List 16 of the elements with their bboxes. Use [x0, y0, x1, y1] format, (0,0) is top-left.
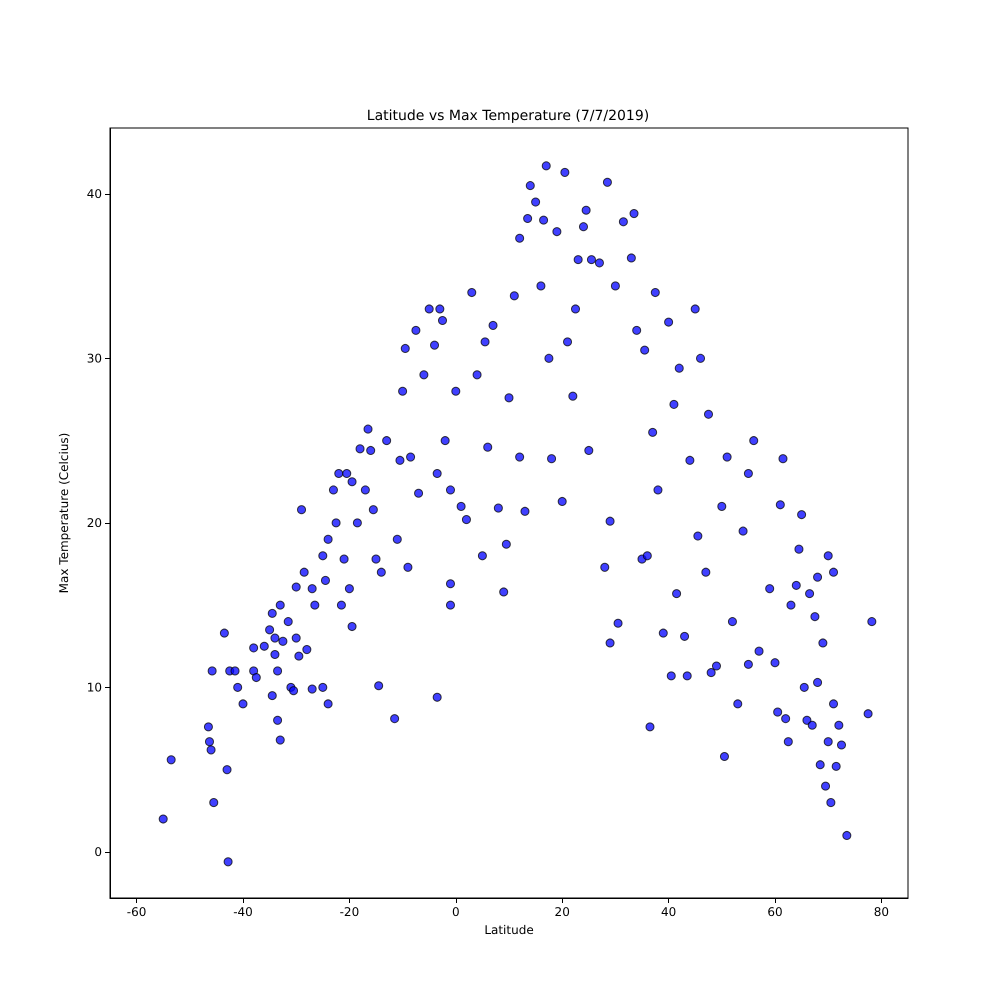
- y-axis-title: Max Temperature (Celcius): [57, 432, 71, 594]
- x-tick-label: 40: [660, 905, 676, 919]
- x-tick-label: 0: [452, 905, 460, 919]
- x-tick-label: -20: [340, 905, 360, 919]
- y-tick-label: 30: [86, 351, 102, 366]
- y-tick-label: 40: [86, 186, 102, 201]
- y-tick-label: 0: [94, 844, 102, 859]
- x-tick-label: 80: [874, 905, 890, 919]
- x-tick-label: 60: [767, 905, 783, 919]
- y-tick-label: 20: [86, 516, 102, 530]
- x-tick-label: -40: [233, 905, 253, 919]
- y-tick-label: 10: [86, 680, 102, 694]
- x-tick-label: 20: [554, 905, 570, 919]
- x-tick-label: -60: [126, 905, 146, 919]
- chart-title: Latitude vs Max Temperature (7/7/2019): [366, 108, 650, 124]
- x-axis-title: Latitude: [484, 923, 534, 937]
